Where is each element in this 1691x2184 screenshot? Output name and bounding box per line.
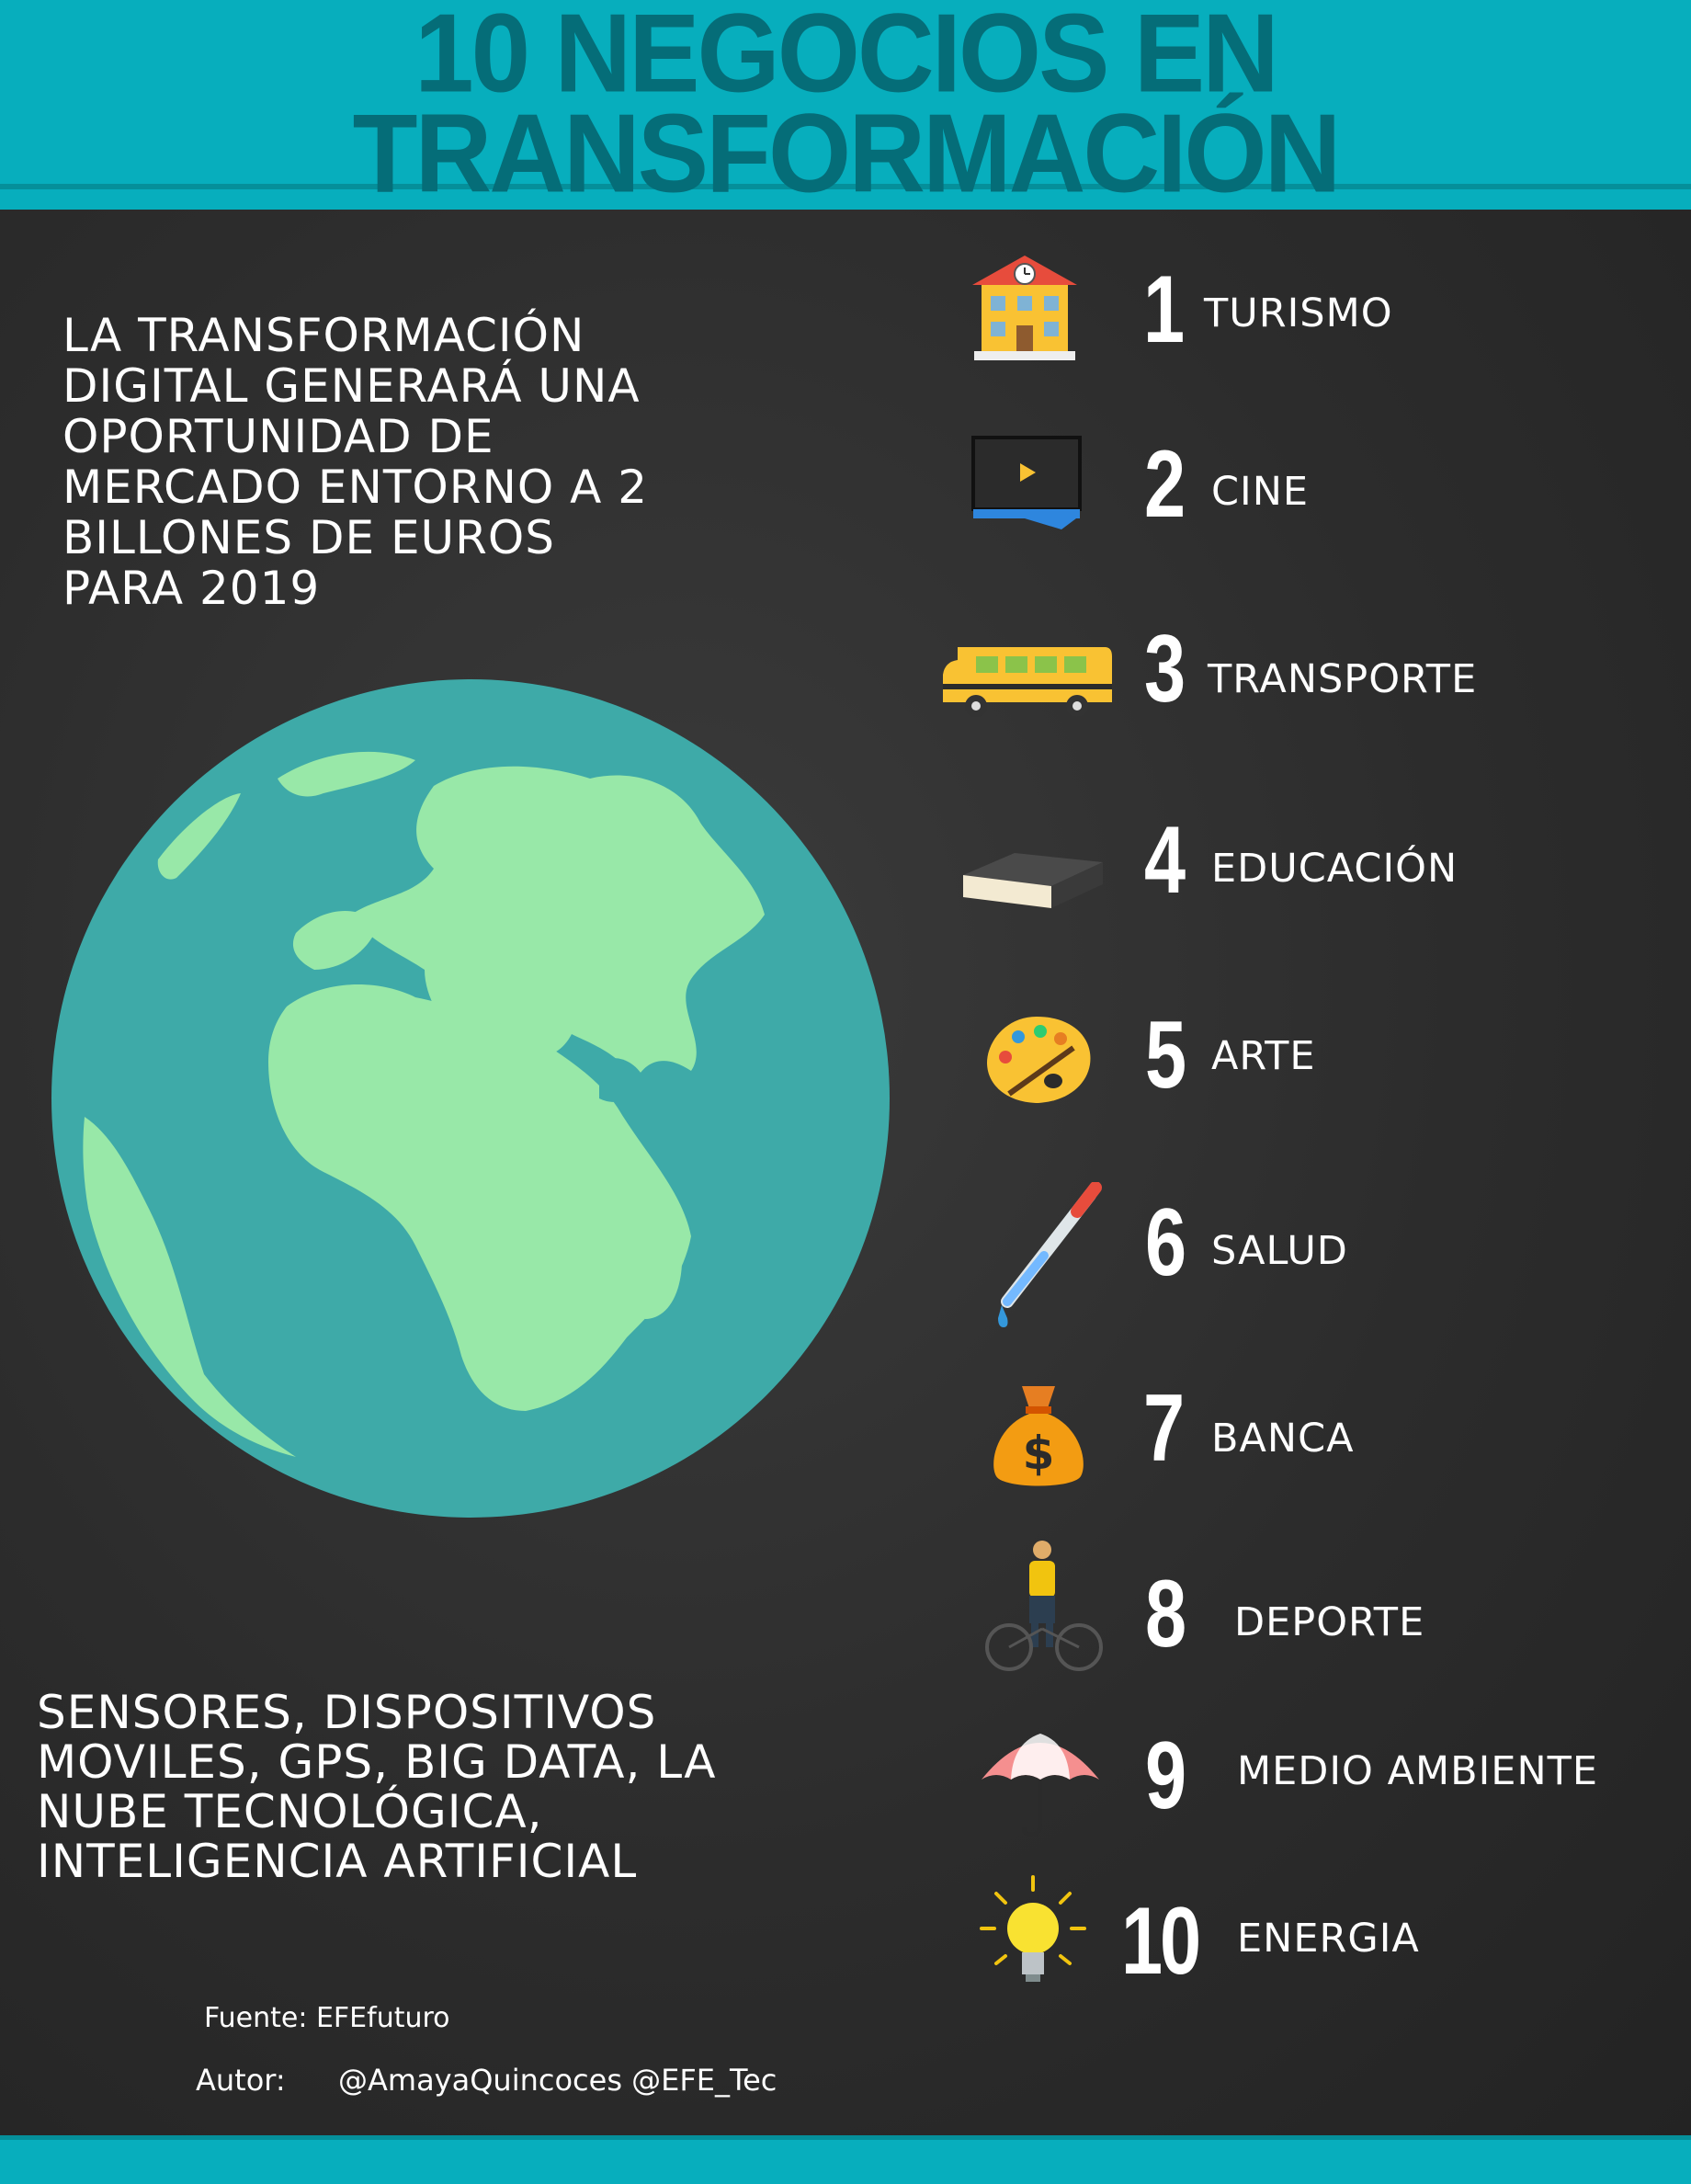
business-label: ARTE [1211, 1033, 1316, 1079]
title-line-1: 10 NEGOCIOS EN [414, 0, 1279, 116]
business-number: 2 [1144, 431, 1186, 538]
business-item-2: 2 CINE [0, 0, 1691, 532]
business-label: SALUD [1211, 1228, 1348, 1274]
title-line-2: TRANSFORMACIÓN [352, 90, 1342, 216]
book-icon [963, 853, 1103, 908]
intro-text: LA TRANSFORMACIÓN DIGITAL GENERARÁ UNA O… [62, 309, 649, 615]
footer-banner [0, 2135, 1691, 2184]
business-label: EDUCACIÓN [1211, 846, 1458, 892]
business-label: TURISMO [1204, 290, 1393, 336]
umbrella-icon [982, 1734, 1099, 1837]
author-handles: @AmayaQuincoces @EFE_Tec [338, 2063, 777, 2098]
business-item-10: 10 ENERGIA [0, 0, 1691, 1989]
svg-text:$: $ [1023, 1427, 1055, 1480]
business-item-4: 4 EDUCACIÓN [0, 0, 1691, 908]
business-label: BANCA [1211, 1416, 1355, 1462]
business-number: 6 [1145, 1189, 1186, 1296]
business-number: 9 [1145, 1723, 1186, 1829]
movie-screen-icon [971, 436, 1082, 529]
cyclist-icon [985, 1541, 1103, 1671]
business-label: TRANSPORTE [1208, 656, 1478, 702]
business-number: 3 [1144, 616, 1186, 722]
hotel-icon [972, 256, 1077, 360]
business-item-5: 5 ARTE [0, 0, 1691, 1103]
business-label: DEPORTE [1234, 1599, 1425, 1645]
business-number: 5 [1145, 1002, 1186, 1109]
technologies-text: SENSORES, DISPOSITIVOS MOVILES, GPS, BIG… [37, 1686, 717, 1888]
business-item-8: 8 DEPORTE [0, 0, 1691, 1671]
business-item-6: 6 SALUD [0, 0, 1691, 1327]
business-item-7: $ 7 BANCA [0, 0, 1691, 1486]
globe-icon [51, 679, 890, 1518]
lightbulb-icon [980, 1875, 1086, 1982]
header-banner [0, 0, 1691, 210]
business-number: 7 [1143, 1375, 1185, 1482]
business-item-3: 3 TRANSPORTE [0, 0, 1691, 717]
business-label: ENERGIA [1237, 1916, 1420, 1962]
business-item-9: 9 MEDIO AMBIENTE [0, 0, 1691, 1837]
business-number: 4 [1144, 807, 1186, 914]
business-number: 1 [1143, 256, 1185, 363]
business-item-1: 1 TURISMO [0, 0, 1691, 360]
money-bag-icon: $ [993, 1386, 1084, 1486]
footer-divider [0, 2135, 1691, 2140]
author-label: Autor: [196, 2063, 286, 2098]
business-number: 8 [1145, 1561, 1186, 1667]
source-credit: Fuente: EFEfuturo [204, 2002, 450, 2034]
bus-icon [943, 647, 1112, 717]
paint-palette-icon [987, 1017, 1091, 1103]
page-title: 10 NEGOCIOS EN TRANSFORMACIÓN [0, 0, 1691, 216]
pipette-icon [998, 1182, 1102, 1327]
business-label: CINE [1211, 469, 1310, 515]
header-divider [0, 184, 1691, 189]
business-number: 10 [1121, 1888, 1201, 1995]
business-label: MEDIO AMBIENTE [1237, 1748, 1599, 1794]
